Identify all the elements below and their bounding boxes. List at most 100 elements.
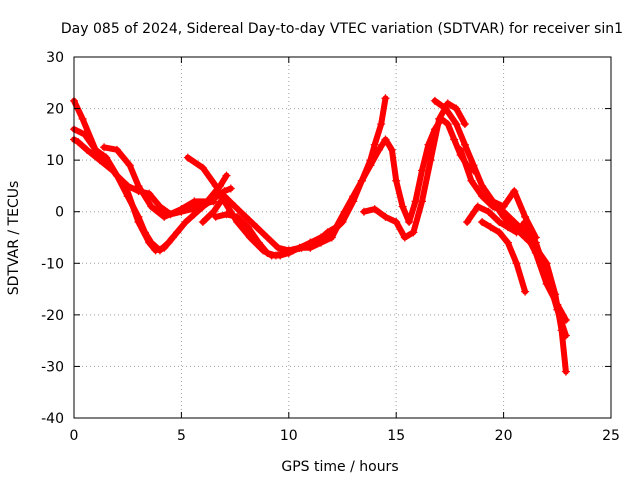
data-point [151,246,160,255]
data-point [274,243,283,252]
data-point [198,218,207,227]
series-arc-5 [183,153,347,260]
data-point [417,166,426,175]
data-point [359,207,368,216]
y-tick-label: 20 [46,102,64,118]
data-point [521,287,530,296]
data-point [226,184,235,193]
data-point [254,238,263,247]
data-point [327,228,336,237]
series-arc-13 [478,218,530,296]
series-line [361,100,468,241]
x-tick-label: 25 [602,428,620,444]
data-point [478,181,487,190]
data-point [211,212,220,221]
data-point [426,156,435,165]
data-point [503,238,512,247]
data-point [473,202,482,211]
data-point [134,181,143,190]
data-point [377,120,386,129]
chart-title: Day 085 of 2024, Sidereal Day-to-day VTE… [61,21,623,37]
data-point [108,166,117,175]
data-point [134,218,143,227]
data-point [486,223,495,232]
data-point [510,187,519,196]
data-point [512,228,521,237]
data-point [375,145,384,154]
data-point [435,114,444,123]
data-point [220,192,229,201]
x-axis-label: GPS time / hours [281,459,398,475]
y-axis-label: SDTVAR / TECUs [6,181,22,296]
x-tick-label: 20 [495,428,513,444]
y-tick-label: 0 [55,205,64,221]
data-point [478,218,487,227]
data-point [452,104,461,113]
data-point [91,145,100,154]
data-point [430,96,439,105]
data-point [147,202,156,211]
series-arc-14 [488,187,540,242]
data-point [349,197,358,206]
data-point [512,259,521,268]
data-point [82,145,91,154]
data-point [499,202,508,211]
data-point [469,161,478,170]
data-point [297,243,306,252]
data-point [441,104,450,113]
data-point [177,205,186,214]
data-point [484,207,493,216]
data-point [561,367,570,376]
data-point [280,248,289,257]
data-point [289,246,298,255]
data-point [478,192,487,201]
data-point [263,248,272,257]
data-point [456,145,465,154]
y-tick-label: -30 [41,359,64,375]
data-point [460,120,469,129]
data-point [503,223,512,232]
data-point [233,212,242,221]
data-point [317,233,326,242]
data-point [231,202,240,211]
data-point [452,120,461,129]
data-point [392,176,401,185]
data-point [443,120,452,129]
data-point [400,233,409,242]
data-point [173,228,182,237]
data-point [168,233,177,242]
series-arc-9 [359,99,469,242]
data-point [381,94,390,103]
data-point [271,251,280,260]
data-point [542,269,551,278]
x-tick-label: 10 [280,428,298,444]
data-series [70,94,570,376]
data-point [443,99,452,108]
y-tick-label: 10 [46,153,64,169]
data-point [521,212,530,221]
data-point [366,161,375,170]
data-point [409,228,418,237]
data-point [183,153,192,162]
data-point [252,223,261,232]
data-point [112,145,121,154]
series-line [212,95,389,259]
x-tick-label: 5 [177,428,186,444]
series-arc-4 [100,143,231,221]
axis-ticks: 0 5 10 15 20 25 -40 -30 -20 -10 0 10 20 30 [41,50,620,444]
data-point [121,181,130,190]
data-point [188,205,197,214]
data-point [74,138,83,147]
data-point [211,181,220,190]
series-line [318,115,477,241]
data-point [198,163,207,172]
data-point [561,331,570,340]
data-point [95,156,104,165]
data-point [381,212,390,221]
data-point [381,135,390,144]
data-point [243,223,252,232]
data-point [241,212,250,221]
y-tick-label: -10 [41,256,64,272]
data-point [222,210,231,219]
